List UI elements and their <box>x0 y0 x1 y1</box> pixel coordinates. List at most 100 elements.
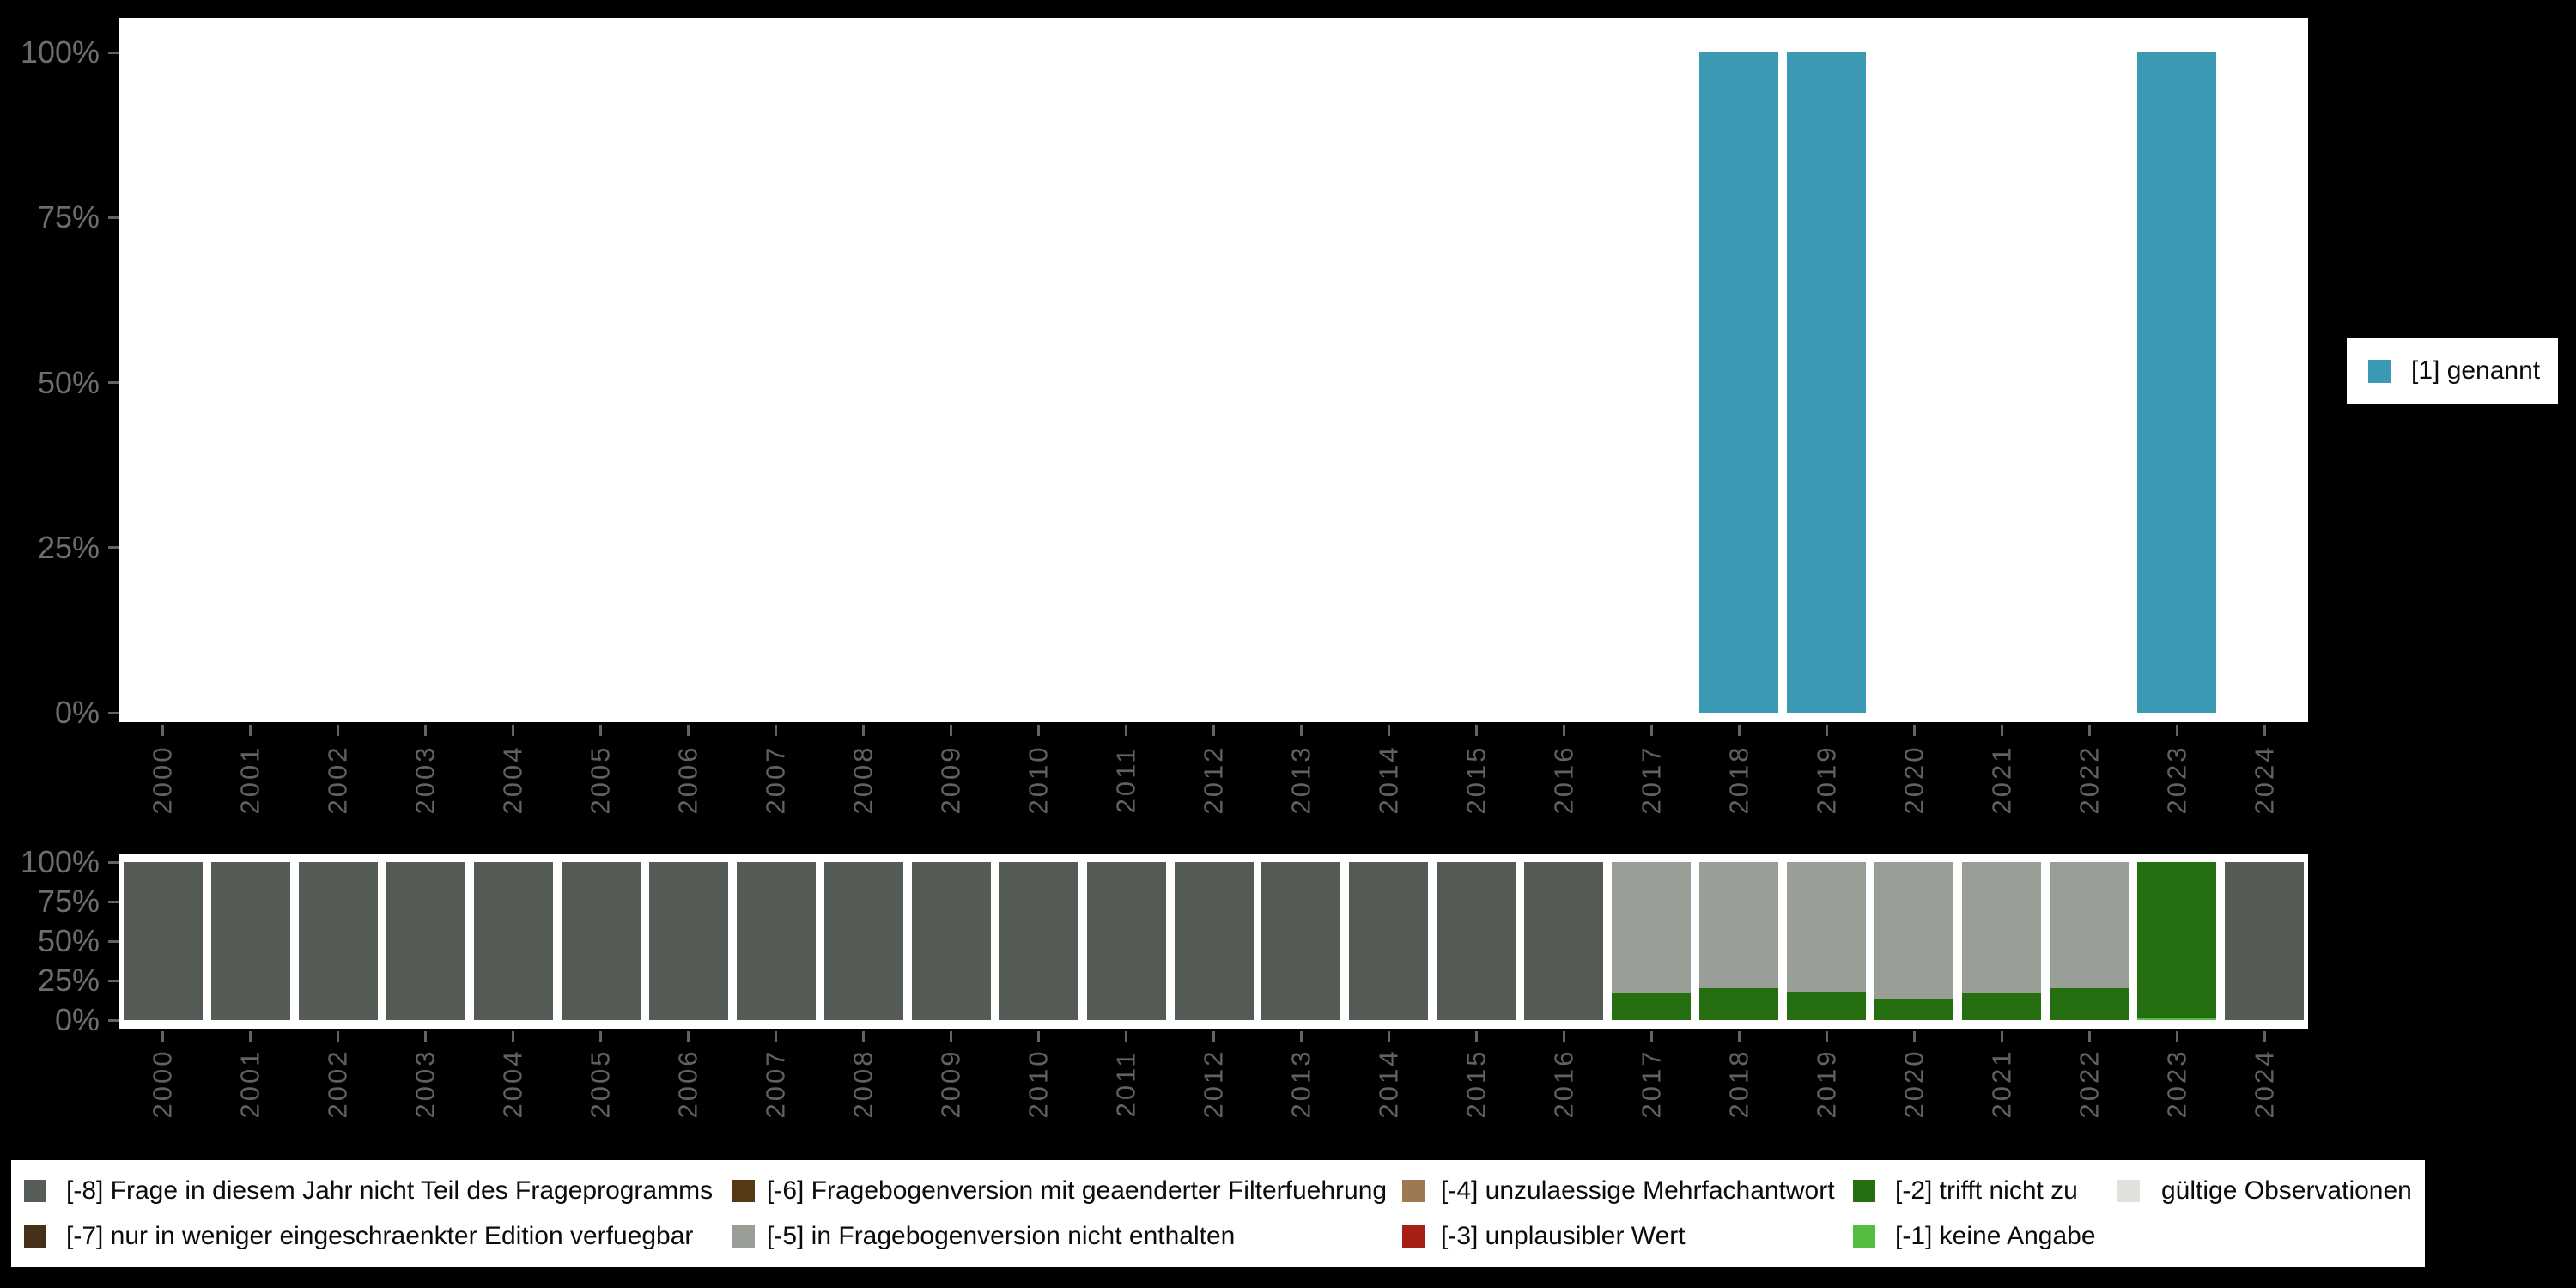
y-tick-label: 0% <box>54 1002 100 1037</box>
legend-label-genannt: [1] genannt <box>2411 356 2541 385</box>
legend-label---1-keine-angabe: [-1] keine Angabe <box>1895 1222 2096 1250</box>
bar-2024---8-frage-in-diesem-jahr-nicht-teil-des-frageprogramms <box>2225 862 2305 1020</box>
missing-categories-legend: [-8] Frage in diesem Jahr nicht Teil des… <box>11 1160 2425 1267</box>
bar-2013---8-frage-in-diesem-jahr-nicht-teil-des-frageprogramms <box>1261 862 1341 1020</box>
x-tick-label-2007: 2007 <box>760 1048 791 1119</box>
x-tick-label-2006: 2006 <box>672 744 703 815</box>
legend-label---5-in-fragebogenversion-nicht-enthalten: [-5] in Fragebogenversion nicht enthalte… <box>767 1222 1236 1250</box>
x-tick <box>337 1031 340 1042</box>
legend-swatch-g-ltige-observationen <box>2117 1180 2140 1202</box>
bar-2019---2-trifft-nicht-zu <box>1787 991 1867 1020</box>
x-tick-label-2000: 2000 <box>147 1048 178 1119</box>
legend-swatch---7-nur-in-weniger-eingeschraenkter-edition-verfuegbar <box>24 1225 46 1248</box>
x-tick <box>249 725 252 736</box>
x-tick-label-2016: 2016 <box>1548 744 1579 815</box>
x-tick <box>2175 1031 2178 1042</box>
x-tick <box>862 725 866 736</box>
x-tick <box>1562 725 1565 736</box>
x-tick <box>862 1031 866 1042</box>
x-tick <box>161 725 165 736</box>
y-tick-label: 0% <box>54 695 100 730</box>
bar-2009---8-frage-in-diesem-jahr-nicht-teil-des-frageprogramms <box>911 862 991 1020</box>
x-tick <box>1474 1031 1478 1042</box>
x-tick <box>512 1031 515 1042</box>
bar-2017---2-trifft-nicht-zu <box>1612 993 1692 1020</box>
x-tick-label-2011: 2011 <box>1110 745 1141 814</box>
bar-2006---8-frage-in-diesem-jahr-nicht-teil-des-frageprogramms <box>648 862 728 1020</box>
x-tick <box>2000 1031 2003 1042</box>
x-tick <box>1737 725 1741 736</box>
x-tick-label-2014: 2014 <box>1373 744 1404 815</box>
x-tick-label-2019: 2019 <box>1811 1048 1842 1119</box>
legend-swatch---4-unzulaessige-mehrfachantwort <box>1402 1180 1425 1202</box>
x-tick <box>1125 1031 1128 1042</box>
x-tick <box>1299 725 1303 736</box>
top-chart-panel <box>119 18 2308 722</box>
x-tick <box>1212 1031 1215 1042</box>
bar-2020---2-trifft-nicht-zu <box>1874 999 1954 1020</box>
x-tick-label-2016: 2016 <box>1548 1048 1579 1119</box>
x-tick-label-2010: 2010 <box>1023 744 1054 815</box>
x-tick <box>1125 725 1128 736</box>
bar-2012---8-frage-in-diesem-jahr-nicht-teil-des-frageprogramms <box>1174 862 1254 1020</box>
bar-2023---1-keine-angabe <box>2137 1018 2217 1020</box>
x-tick <box>599 725 603 736</box>
x-tick-label-2006: 2006 <box>672 1048 703 1119</box>
bar-2001---8-frage-in-diesem-jahr-nicht-teil-des-frageprogramms <box>210 862 290 1020</box>
y-tick <box>108 900 119 903</box>
x-tick-label-2022: 2022 <box>2074 744 2105 815</box>
x-tick <box>161 1031 165 1042</box>
x-tick <box>1912 725 1916 736</box>
x-tick <box>1037 1031 1041 1042</box>
bar-2000---8-frage-in-diesem-jahr-nicht-teil-des-frageprogramms <box>123 862 203 1020</box>
bar-2004---8-frage-in-diesem-jahr-nicht-teil-des-frageprogramms <box>473 862 553 1020</box>
x-tick-label-2008: 2008 <box>848 744 878 815</box>
y-tick <box>108 1018 119 1022</box>
y-tick-label: 25% <box>37 963 100 998</box>
x-tick-label-2003: 2003 <box>410 744 440 815</box>
bar-2019--1-genannt <box>1787 52 1867 713</box>
x-tick-label-2002: 2002 <box>322 744 353 815</box>
x-tick-label-2002: 2002 <box>322 1048 353 1119</box>
legend-swatch-genannt <box>2368 360 2391 383</box>
x-tick-label-2013: 2013 <box>1285 744 1316 815</box>
x-tick-label-2018: 2018 <box>1723 744 1754 815</box>
y-tick <box>108 216 119 219</box>
x-tick <box>1387 725 1390 736</box>
x-tick <box>775 725 778 736</box>
x-tick-label-2003: 2003 <box>410 1048 440 1119</box>
legend-swatch---8-frage-in-diesem-jahr-nicht-teil-des-frageprogramms <box>24 1180 46 1202</box>
x-tick <box>1912 1031 1916 1042</box>
x-tick-label-2013: 2013 <box>1285 1048 1316 1119</box>
legend-label---3-unplausibler-wert: [-3] unplausibler Wert <box>1441 1222 1686 1250</box>
x-tick-label-2012: 2012 <box>1198 744 1229 815</box>
x-tick-label-2020: 2020 <box>1899 744 1929 815</box>
x-tick-label-2001: 2001 <box>234 1048 265 1119</box>
bar-2015---8-frage-in-diesem-jahr-nicht-teil-des-frageprogramms <box>1437 862 1516 1020</box>
x-tick-label-2024: 2024 <box>2249 744 2280 815</box>
bar-2007---8-frage-in-diesem-jahr-nicht-teil-des-frageprogramms <box>736 862 816 1020</box>
bar-2011---8-frage-in-diesem-jahr-nicht-teil-des-frageprogramms <box>1086 862 1166 1020</box>
bar-2023---2-trifft-nicht-zu <box>2137 862 2217 1019</box>
x-tick <box>1649 725 1653 736</box>
legend-label---2-trifft-nicht-zu: [-2] trifft nicht zu <box>1895 1176 2078 1205</box>
x-tick <box>687 1031 690 1042</box>
y-tick-label: 25% <box>37 529 100 565</box>
x-tick-label-2014: 2014 <box>1373 1048 1404 1119</box>
y-tick-label: 50% <box>37 923 100 958</box>
y-tick-label: 75% <box>37 884 100 919</box>
x-tick <box>249 1031 252 1042</box>
x-tick-label-2007: 2007 <box>760 744 791 815</box>
x-tick-label-2001: 2001 <box>234 744 265 815</box>
legend-swatch---2-trifft-nicht-zu <box>1853 1180 1875 1202</box>
bar-2021---5-in-fragebogenversion-nicht-enthalten <box>1962 862 2042 993</box>
x-tick-label-2018: 2018 <box>1723 1048 1754 1119</box>
x-tick-label-2004: 2004 <box>497 1048 528 1119</box>
x-tick-label-2005: 2005 <box>585 744 616 815</box>
bar-2019---5-in-fragebogenversion-nicht-enthalten <box>1787 862 1867 992</box>
bar-2022---2-trifft-nicht-zu <box>2050 988 2129 1020</box>
bar-2020---5-in-fragebogenversion-nicht-enthalten <box>1874 862 1954 1000</box>
x-tick <box>424 1031 428 1042</box>
x-tick <box>1387 1031 1390 1042</box>
bar-2018---2-trifft-nicht-zu <box>1699 988 1779 1020</box>
